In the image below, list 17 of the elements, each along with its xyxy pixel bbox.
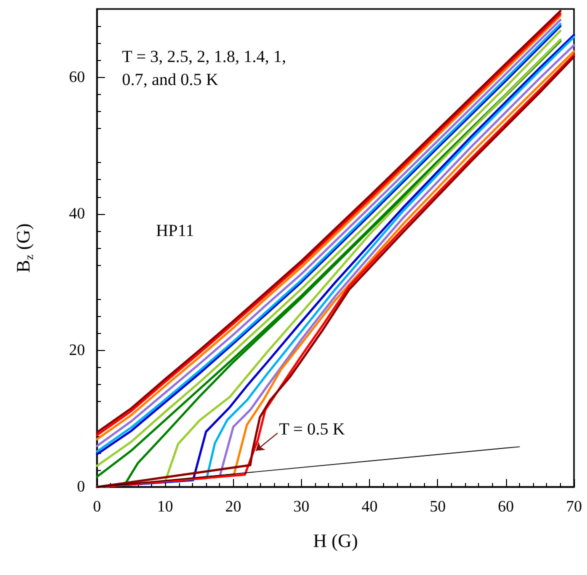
x-axis-title: H (G) (313, 531, 358, 552)
y-tick-label: 20 (69, 342, 85, 359)
x-tick-label: 50 (430, 498, 446, 516)
x-tick-label: 70 (566, 498, 582, 516)
y-tick-label: 60 (69, 68, 85, 86)
annotation: T = 3, 2.5, 2, 1.8, 1.4, 1, 0.7, and 0.5 K (122, 47, 290, 89)
x-tick-label: 10 (157, 498, 174, 516)
y-tick-label: 40 (69, 205, 85, 222)
x-tick-label: 30 (293, 498, 310, 516)
x-tick-label: 40 (362, 498, 378, 516)
y-axis-title: Bz (G) (14, 223, 36, 273)
annotation: T = 0.5 K (278, 419, 346, 438)
y-tick-label: 0 (77, 478, 85, 496)
annotation: HP11 (156, 221, 194, 240)
x-tick-label: 20 (225, 498, 242, 516)
x-tick-label: 60 (498, 498, 514, 516)
x-tick-label: 0 (93, 498, 101, 516)
